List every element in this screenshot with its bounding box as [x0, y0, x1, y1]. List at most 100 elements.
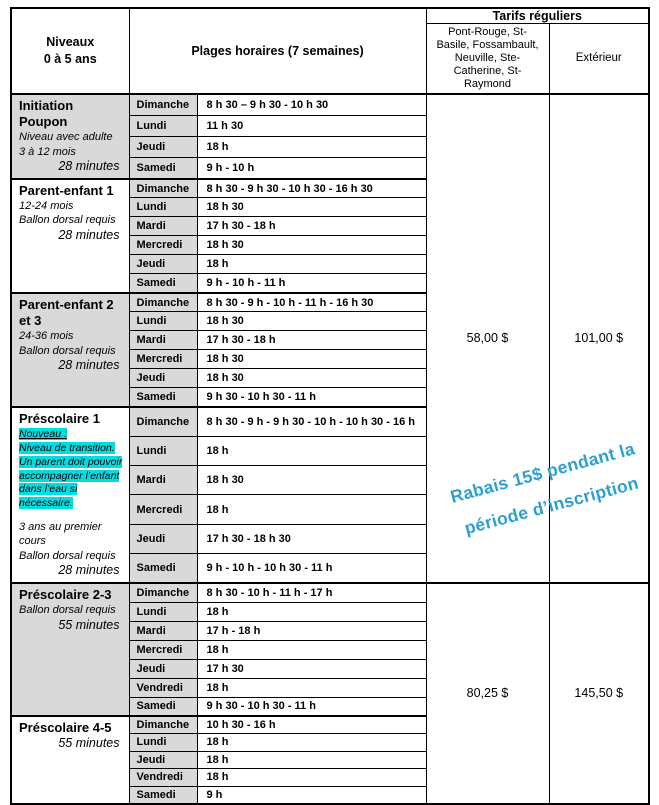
level-note: Ballon dorsal requis [19, 604, 116, 617]
day-cell: Samedi [128, 387, 198, 408]
schedule-row: Vendredi 18 h [11, 677, 649, 698]
day-cell: Lundi [128, 601, 198, 622]
times-cell: 18 h [196, 135, 427, 159]
table-header: Niveaux 0 à 5 ans Plages horaires (7 sem… [10, 7, 650, 95]
times-cell: 17 h 30 - 18 h [196, 330, 427, 351]
level-note: Ballon dorsal requis [19, 549, 116, 562]
level-title: Initiation Poupon [19, 97, 74, 130]
day-cell: Mardi [128, 620, 198, 641]
header-schedule: Plages horaires (7 semaines) [128, 7, 427, 95]
times-cell: 18 h 30 [196, 311, 427, 332]
schedule-body: Initiation Poupon Niveau avec adulte 3 à 1… [10, 92, 650, 805]
day-cell: Vendredi [128, 677, 198, 698]
day-cell: Jeudi [128, 368, 198, 389]
day-cell: Samedi [128, 696, 198, 717]
schedule-table: Niveaux 0 à 5 ans Plages horaires (7 sem… [10, 7, 651, 805]
day-cell: Lundi [128, 435, 198, 467]
header-levels-line2: 0 à 5 ans [43, 51, 97, 66]
header-levels-line1: Niveaux [46, 35, 95, 50]
day-cell: Lundi [128, 733, 198, 752]
times-cell: 17 h 30 - 18 h 30 [196, 523, 427, 555]
level-cell: Préscolaire 4-5 55 minutes [10, 715, 130, 805]
day-cell: Jeudi [128, 254, 198, 275]
schedule-row: Préscolaire 2-3 Ballon dorsal requis 55 mi… [10, 582, 650, 805]
times-cell: 18 h [196, 677, 427, 698]
level-duration: 28 minutes [58, 358, 120, 373]
price-cell-exterior: 145,50 $ [548, 582, 650, 805]
day-cell: Jeudi [128, 658, 198, 679]
schedule-row: Lundi 11 h 30 [11, 114, 649, 137]
day-cell: Mardi [128, 330, 198, 351]
times-cell: 18 h 30 [196, 368, 427, 389]
day-cell: Mercredi [128, 639, 198, 660]
level-cell-content: Préscolaire 4-5 55 minutes [12, 718, 128, 755]
times-cell: 9 h [196, 785, 427, 805]
header-levels: Niveaux 0 à 5 ans [10, 7, 130, 95]
times-cell: 10 h 30 - 16 h [196, 715, 427, 735]
day-cell: Jeudi [128, 135, 198, 159]
level-note: Ballon dorsal requis [19, 344, 116, 357]
header-cities: Pont-Rouge, St-Basile, Fossambault, Neuv… [425, 22, 550, 95]
highlight-note-text: Niveau de transition. Un parent doit pou… [19, 441, 123, 510]
schedule-row: Jeudi 18 h [11, 135, 649, 159]
times-cell: 9 h - 10 h [196, 157, 427, 180]
level-cell: Préscolaire 2-3 Ballon dorsal requis 55 mi… [10, 582, 130, 717]
day-cell: Lundi [128, 114, 198, 137]
times-cell: 8 h 30 - 10 h - 11 h - 17 h [196, 582, 427, 603]
level-duration: 55 minutes [58, 617, 120, 632]
day-cell: Mercredi [128, 494, 198, 525]
times-cell: 9 h - 10 h - 11 h [196, 273, 427, 294]
level-title: Préscolaire 4-5 [19, 720, 112, 736]
highlight-note: Niveau de transition. Un parent doit pou… [19, 441, 123, 511]
schedule-row: Lundi 18 h 30 [11, 197, 649, 218]
day-cell: Mardi [128, 216, 198, 237]
times-cell: 18 h [196, 254, 427, 275]
level-cell: Préscolaire 1 Nouveau : Niveau de transiti… [10, 405, 130, 584]
schedule-row: Mercredi 18 h [11, 639, 649, 660]
times-cell: 18 h [196, 768, 427, 787]
schedule-row: Samedi 9 h 30 - 10 h 30 - 11 h [11, 387, 649, 408]
times-cell: 18 h [196, 733, 427, 752]
times-cell: 17 h - 18 h [196, 620, 427, 641]
highlight-label-text: Nouveau : [19, 428, 67, 441]
day-cell: Dimanche [128, 92, 198, 116]
day-cell: Dimanche [128, 405, 198, 437]
highlight-label: Nouveau : [19, 428, 123, 442]
schedule-row: Samedi 9 h - 10 h [11, 157, 649, 180]
schedule-row: Mercredi 18 h 30 [11, 349, 649, 370]
day-cell: Jeudi [128, 523, 198, 555]
schedule-row: Samedi 9 h - 10 h - 11 h [11, 273, 649, 294]
day-cell: Vendredi [128, 768, 198, 787]
level-title: Préscolaire 2-3 [19, 587, 112, 603]
level-cell-content: Parent-enfant 1 12-24 mois Ballon dorsal r… [12, 181, 128, 247]
times-cell: 9 h 30 - 10 h 30 - 11 h [196, 387, 427, 408]
day-cell: Dimanche [128, 177, 198, 199]
level-note: 3 à 12 mois [19, 145, 76, 158]
level-cell-content: Initiation Poupon Niveau avec adulte 3 à 1… [12, 96, 128, 178]
level-cell-content: Parent-enfant 2 et 3 24-36 mois Ballon dor… [12, 295, 128, 377]
schedule-page: Niveaux 0 à 5 ans Plages horaires (7 sem… [10, 7, 651, 805]
day-cell: Samedi [128, 157, 198, 180]
header-tarifs: Tarifs réguliers [425, 7, 650, 24]
schedule-row: Préscolaire 1 Nouveau : Niveau de transiti… [10, 405, 649, 584]
day-cell: Dimanche [128, 715, 198, 735]
level-duration: 55 minutes [58, 736, 120, 751]
day-cell: Mercredi [128, 349, 198, 370]
level-duration: 28 minutes [58, 158, 120, 173]
day-cell: Samedi [128, 553, 198, 584]
level-note: Niveau avec adulte [19, 131, 113, 144]
times-cell: 11 h 30 [196, 114, 427, 137]
times-cell: 17 h 30 [196, 658, 427, 679]
schedule-row: Mardi 18 h 30 [11, 465, 649, 496]
times-cell: 8 h 30 - 9 h 30 - 10 h 30 - 16 h 30 [196, 177, 427, 199]
level-note: 12-24 mois [19, 200, 74, 213]
times-cell: 18 h [196, 494, 427, 525]
schedule-row: Mercredi 18 h [11, 494, 649, 525]
times-cell: 8 h 30 – 9 h 30 - 10 h 30 [196, 92, 427, 116]
schedule-row: Samedi 9 h 30 - 10 h 30 - 11 h [11, 696, 649, 717]
day-cell: Mercredi [128, 235, 198, 256]
price-cell-cities: 58,00 $ [425, 92, 550, 584]
times-cell: 8 h 30 - 9 h - 9 h 30 - 10 h - 10 h 30 -… [196, 405, 427, 437]
times-cell: 18 h [196, 601, 427, 622]
day-cell: Samedi [128, 785, 198, 805]
